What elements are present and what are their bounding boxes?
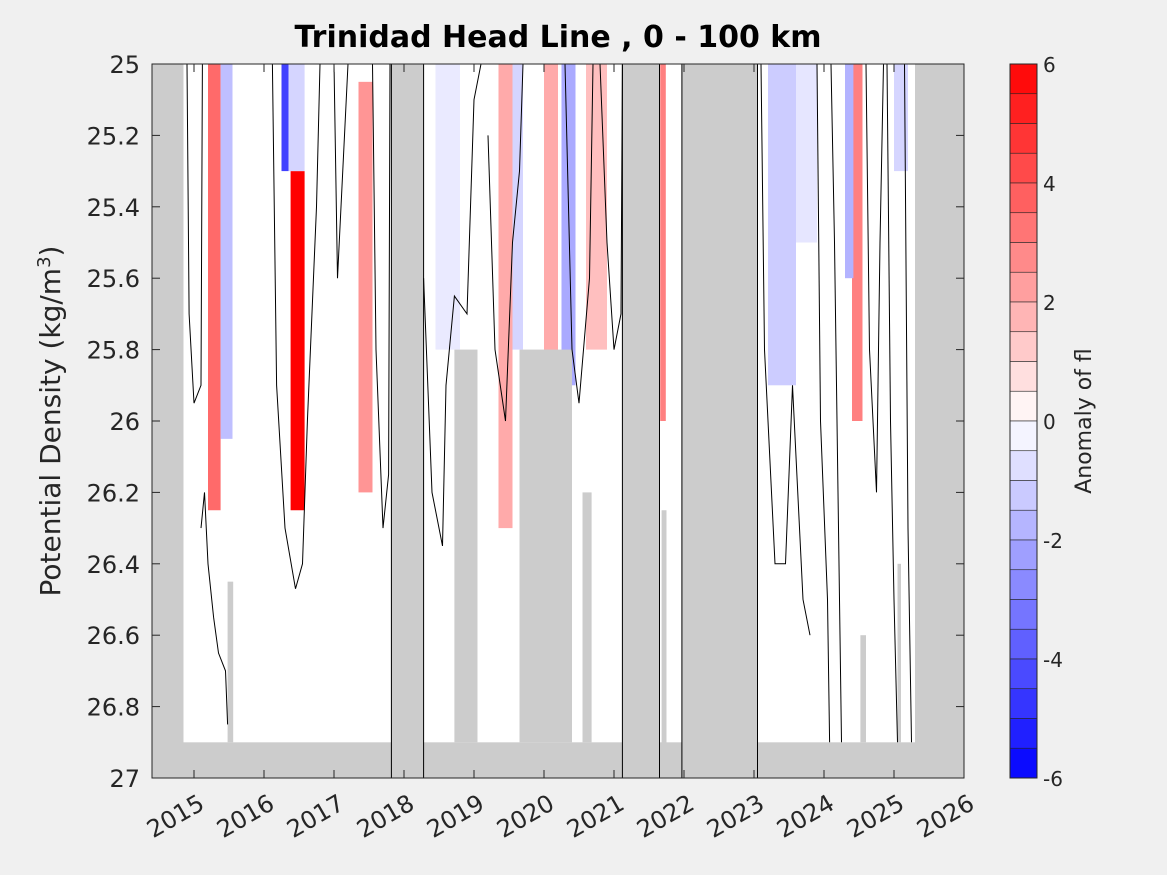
- colorbar-cell: [1009, 212, 1038, 243]
- y-tick-label: 26.2: [87, 479, 140, 507]
- zero-contour: [423, 63, 482, 547]
- y-axis-label-main: Potential Density (kg/m: [34, 268, 67, 597]
- anomaly-band: [435, 64, 460, 350]
- zero-contour: [271, 63, 321, 589]
- no-data-region: [915, 64, 964, 778]
- no-data-region: [454, 349, 478, 743]
- zero-contour: [760, 63, 811, 636]
- colorbar-cell: [1009, 480, 1038, 511]
- no-data-region: [621, 63, 661, 779]
- colorbar-tick-label: -4: [1043, 648, 1063, 672]
- anomaly-band: [845, 64, 854, 279]
- no-data-region: [582, 492, 592, 743]
- colorbar-tick-label: 6: [1043, 53, 1056, 77]
- anomaly-band: [660, 64, 666, 421]
- anomaly-band: [208, 64, 221, 511]
- anomaly-band: [220, 64, 233, 439]
- colorbar-cell: [1009, 301, 1038, 333]
- anomaly-band: [288, 64, 305, 172]
- zero-contour: [564, 63, 594, 404]
- colorbar-cell: [1009, 688, 1038, 719]
- zero-contour: [865, 63, 884, 493]
- colorbar-cell: [1009, 182, 1038, 214]
- zero-contour: [816, 63, 831, 743]
- colorbar-cell: [1009, 331, 1038, 362]
- no-data-region: [152, 742, 964, 778]
- zero-contour: [904, 63, 912, 743]
- colorbar-cell: [1009, 123, 1038, 154]
- y-tick-label: 26.6: [87, 622, 140, 650]
- zero-contours: [186, 63, 912, 743]
- no-data-region: [681, 63, 759, 779]
- y-axis-label-superscript: 3: [34, 256, 55, 267]
- zero-contour: [886, 63, 898, 743]
- y-tick-label: 27: [109, 765, 140, 793]
- colorbar-cell: [1009, 569, 1038, 600]
- anomaly-band: [544, 64, 558, 421]
- colorbar-cell: [1009, 718, 1038, 749]
- colorbar-cell: [1009, 450, 1038, 481]
- zero-contour: [372, 63, 391, 529]
- colorbar-cell: [1009, 628, 1038, 660]
- anomaly-band: [894, 64, 908, 172]
- y-tick-label: 25.6: [87, 265, 140, 293]
- y-axis-label-close: ): [34, 246, 67, 257]
- anomaly-band: [768, 64, 796, 386]
- zero-contour: [487, 63, 524, 422]
- colorbar-cell: [1009, 420, 1038, 452]
- y-tick-label: 26.8: [87, 694, 140, 722]
- anomaly-band: [586, 64, 607, 350]
- no-data-region: [860, 635, 866, 743]
- no-data-region: [519, 349, 572, 743]
- anomaly-band: [512, 64, 523, 350]
- plot-area: 2015 2016 2017 2018 2019 2020 2021 2022 2023 2024…: [87, 51, 979, 844]
- colorbar-tick-label: 0: [1043, 410, 1056, 434]
- colorbar-cell: [1009, 509, 1038, 541]
- colorbar-cell: [1009, 390, 1038, 422]
- y-tick-label: 25.4: [87, 194, 140, 222]
- anomaly-band: [796, 64, 817, 243]
- no-data-region: [897, 563, 901, 743]
- no-data-region: [661, 510, 667, 778]
- colorbar-tick-label: 2: [1043, 291, 1056, 315]
- anomaly-band: [358, 81, 373, 493]
- no-data-region: [390, 63, 425, 779]
- y-tick-label: 25.2: [87, 122, 140, 150]
- y-tick-label: 25: [109, 51, 140, 79]
- anomaly-band: [852, 64, 863, 421]
- colorbar-tick-label: -2: [1043, 529, 1063, 553]
- colorbar-cell: [1009, 152, 1038, 184]
- zero-contour: [186, 63, 203, 404]
- colorbar-cell: [1009, 658, 1038, 690]
- y-tick-label: 26.4: [87, 551, 140, 579]
- y-axis: 25 25.2 25.4 25.6 25.8 26 26.2 26.4 26.6 26.8 27: [87, 51, 964, 793]
- colorbar-cell: [1009, 63, 1038, 95]
- colorbar-tick-label: -6: [1043, 767, 1063, 791]
- chart-title: Trinidad Head Line , 0 - 100 km: [294, 20, 821, 55]
- y-axis-label: Potential Density (kg/m3): [34, 246, 67, 597]
- zero-contour: [830, 63, 842, 743]
- anomaly-band: [498, 64, 513, 529]
- colorbar-cell: [1009, 747, 1038, 779]
- no-data-region: [227, 581, 234, 743]
- no-data-regions: [152, 63, 964, 779]
- zero-contour: [599, 63, 623, 350]
- colorbar: 6 4 2 0 -2 -4 -6: [1009, 53, 1063, 791]
- colorbar-cell: [1009, 599, 1038, 630]
- colorbar-cell: [1009, 93, 1038, 124]
- colorbar-label: Anomaly of fl: [1072, 348, 1097, 494]
- colorbar-tick-label: 4: [1043, 172, 1056, 196]
- anomaly-bands: [208, 64, 908, 529]
- colorbar-cell: [1009, 242, 1038, 273]
- zero-contour: [200, 492, 229, 725]
- zero-contour: [333, 63, 349, 279]
- anomaly-band: [290, 171, 305, 511]
- colorbar-cell: [1009, 361, 1038, 392]
- anomaly-band: [281, 64, 289, 172]
- y-tick-label: 25.8: [87, 337, 140, 365]
- colorbar-cell: [1009, 271, 1038, 303]
- colorbar-cell: [1009, 539, 1038, 571]
- y-tick-label: 26: [109, 408, 140, 436]
